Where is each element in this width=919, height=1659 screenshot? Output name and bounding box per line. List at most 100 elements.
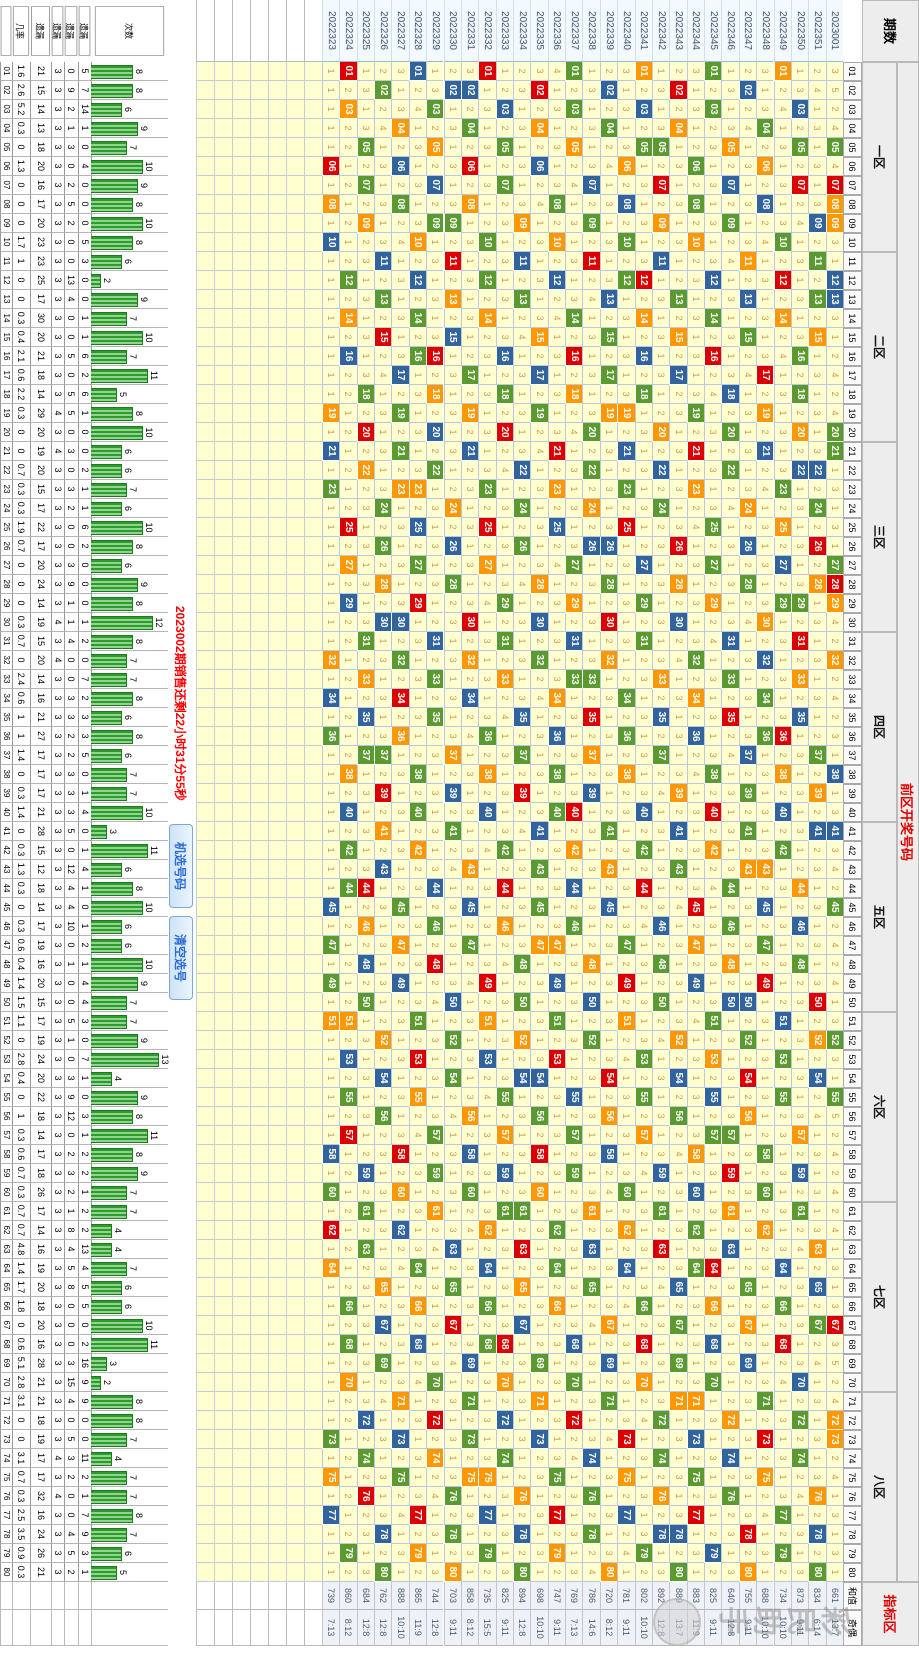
selection-cell[interactable] — [268, 1221, 286, 1240]
selection-cell[interactable] — [250, 594, 268, 613]
selection-cell[interactable] — [250, 1468, 268, 1487]
selection-cell[interactable] — [286, 1145, 304, 1164]
selection-cell[interactable] — [214, 385, 232, 404]
selection-cell[interactable] — [232, 594, 250, 613]
selection-cell[interactable] — [214, 936, 232, 955]
selection-cell[interactable] — [304, 1145, 322, 1164]
selection-cell[interactable] — [268, 689, 286, 708]
selection-cell[interactable] — [214, 442, 232, 461]
selection-cell[interactable] — [250, 1278, 268, 1297]
selection-cell[interactable] — [232, 1069, 250, 1088]
selection-cell[interactable] — [232, 1563, 250, 1582]
selection-cell[interactable] — [268, 119, 286, 138]
selection-cell[interactable] — [232, 917, 250, 936]
selection-cell[interactable] — [304, 594, 322, 613]
selection-cell[interactable] — [304, 974, 322, 993]
selection-cell[interactable] — [250, 1430, 268, 1449]
selection-cell[interactable] — [268, 670, 286, 689]
selection-cell[interactable] — [268, 1449, 286, 1468]
selection-cell[interactable] — [214, 1316, 232, 1335]
selection-cell[interactable] — [214, 860, 232, 879]
selection-cell[interactable] — [232, 214, 250, 233]
selection-cell[interactable] — [250, 879, 268, 898]
selection-cell[interactable] — [232, 1088, 250, 1107]
selection-cell[interactable] — [268, 1487, 286, 1506]
selection-cell[interactable] — [268, 803, 286, 822]
selection-cell[interactable] — [304, 1563, 322, 1582]
selection-cell[interactable] — [286, 1297, 304, 1316]
selection-cell[interactable] — [196, 860, 214, 879]
selection-cell[interactable] — [268, 784, 286, 803]
selection-cell[interactable] — [214, 404, 232, 423]
selection-cell[interactable] — [286, 936, 304, 955]
selection-cell[interactable] — [304, 233, 322, 252]
selection-cell[interactable] — [304, 1468, 322, 1487]
selection-cell[interactable] — [286, 993, 304, 1012]
selection-cell[interactable] — [232, 1411, 250, 1430]
selection-cell[interactable] — [304, 404, 322, 423]
selection-cell[interactable] — [304, 613, 322, 632]
selection-cell[interactable] — [250, 271, 268, 290]
selection-cell[interactable] — [268, 841, 286, 860]
selection-cell[interactable] — [304, 290, 322, 309]
selection-cell[interactable] — [304, 100, 322, 119]
selection-cell[interactable] — [304, 556, 322, 575]
selection-cell[interactable] — [196, 1468, 214, 1487]
selection-cell[interactable] — [268, 404, 286, 423]
selection-cell[interactable] — [268, 594, 286, 613]
selection-cell[interactable] — [304, 1354, 322, 1373]
selection-cell[interactable] — [286, 499, 304, 518]
selection-cell[interactable] — [196, 575, 214, 594]
selection-cell[interactable] — [232, 974, 250, 993]
selection-cell[interactable] — [196, 1107, 214, 1126]
selection-cell[interactable] — [250, 1373, 268, 1392]
selection-cell[interactable] — [232, 480, 250, 499]
selection-cell[interactable] — [268, 879, 286, 898]
selection-cell[interactable] — [268, 1525, 286, 1544]
selection-cell[interactable] — [286, 575, 304, 594]
selection-cell[interactable] — [286, 1278, 304, 1297]
selection-cell[interactable] — [286, 461, 304, 480]
selection-cell[interactable] — [304, 195, 322, 214]
selection-cell[interactable] — [214, 347, 232, 366]
selection-cell[interactable] — [268, 1297, 286, 1316]
selection-cell[interactable] — [232, 1221, 250, 1240]
selection-cell[interactable] — [286, 233, 304, 252]
selection-cell[interactable] — [304, 328, 322, 347]
selection-cell[interactable] — [196, 176, 214, 195]
selection-cell[interactable] — [214, 62, 232, 81]
selection-cell[interactable] — [232, 1525, 250, 1544]
selection-cell[interactable] — [304, 1392, 322, 1411]
selection-cell[interactable] — [286, 1012, 304, 1031]
selection-cell[interactable] — [286, 746, 304, 765]
selection-cell[interactable] — [286, 518, 304, 537]
selection-cell[interactable] — [304, 309, 322, 328]
selection-cell[interactable] — [214, 537, 232, 556]
selection-cell[interactable] — [196, 1354, 214, 1373]
selection-cell[interactable] — [268, 632, 286, 651]
selection-cell[interactable] — [286, 1468, 304, 1487]
selection-cell[interactable] — [250, 993, 268, 1012]
selection-cell[interactable] — [286, 119, 304, 138]
selection-cell[interactable] — [196, 1145, 214, 1164]
selection-cell[interactable] — [268, 176, 286, 195]
selection-cell[interactable] — [214, 119, 232, 138]
selection-cell[interactable] — [304, 423, 322, 442]
selection-cell[interactable] — [286, 1487, 304, 1506]
selection-cell[interactable] — [304, 708, 322, 727]
selection-cell[interactable] — [196, 290, 214, 309]
selection-cell[interactable] — [304, 1525, 322, 1544]
selection-cell[interactable] — [214, 1392, 232, 1411]
selection-cell[interactable] — [268, 480, 286, 499]
selection-cell[interactable] — [214, 1563, 232, 1582]
selection-cell[interactable] — [268, 195, 286, 214]
selection-cell[interactable] — [304, 575, 322, 594]
selection-cell[interactable] — [232, 157, 250, 176]
selection-cell[interactable] — [286, 252, 304, 271]
selection-cell[interactable] — [304, 1221, 322, 1240]
selection-cell[interactable] — [196, 1069, 214, 1088]
selection-cell[interactable] — [232, 1335, 250, 1354]
selection-cell[interactable] — [286, 1449, 304, 1468]
selection-cell[interactable] — [214, 1069, 232, 1088]
selection-cell[interactable] — [214, 366, 232, 385]
